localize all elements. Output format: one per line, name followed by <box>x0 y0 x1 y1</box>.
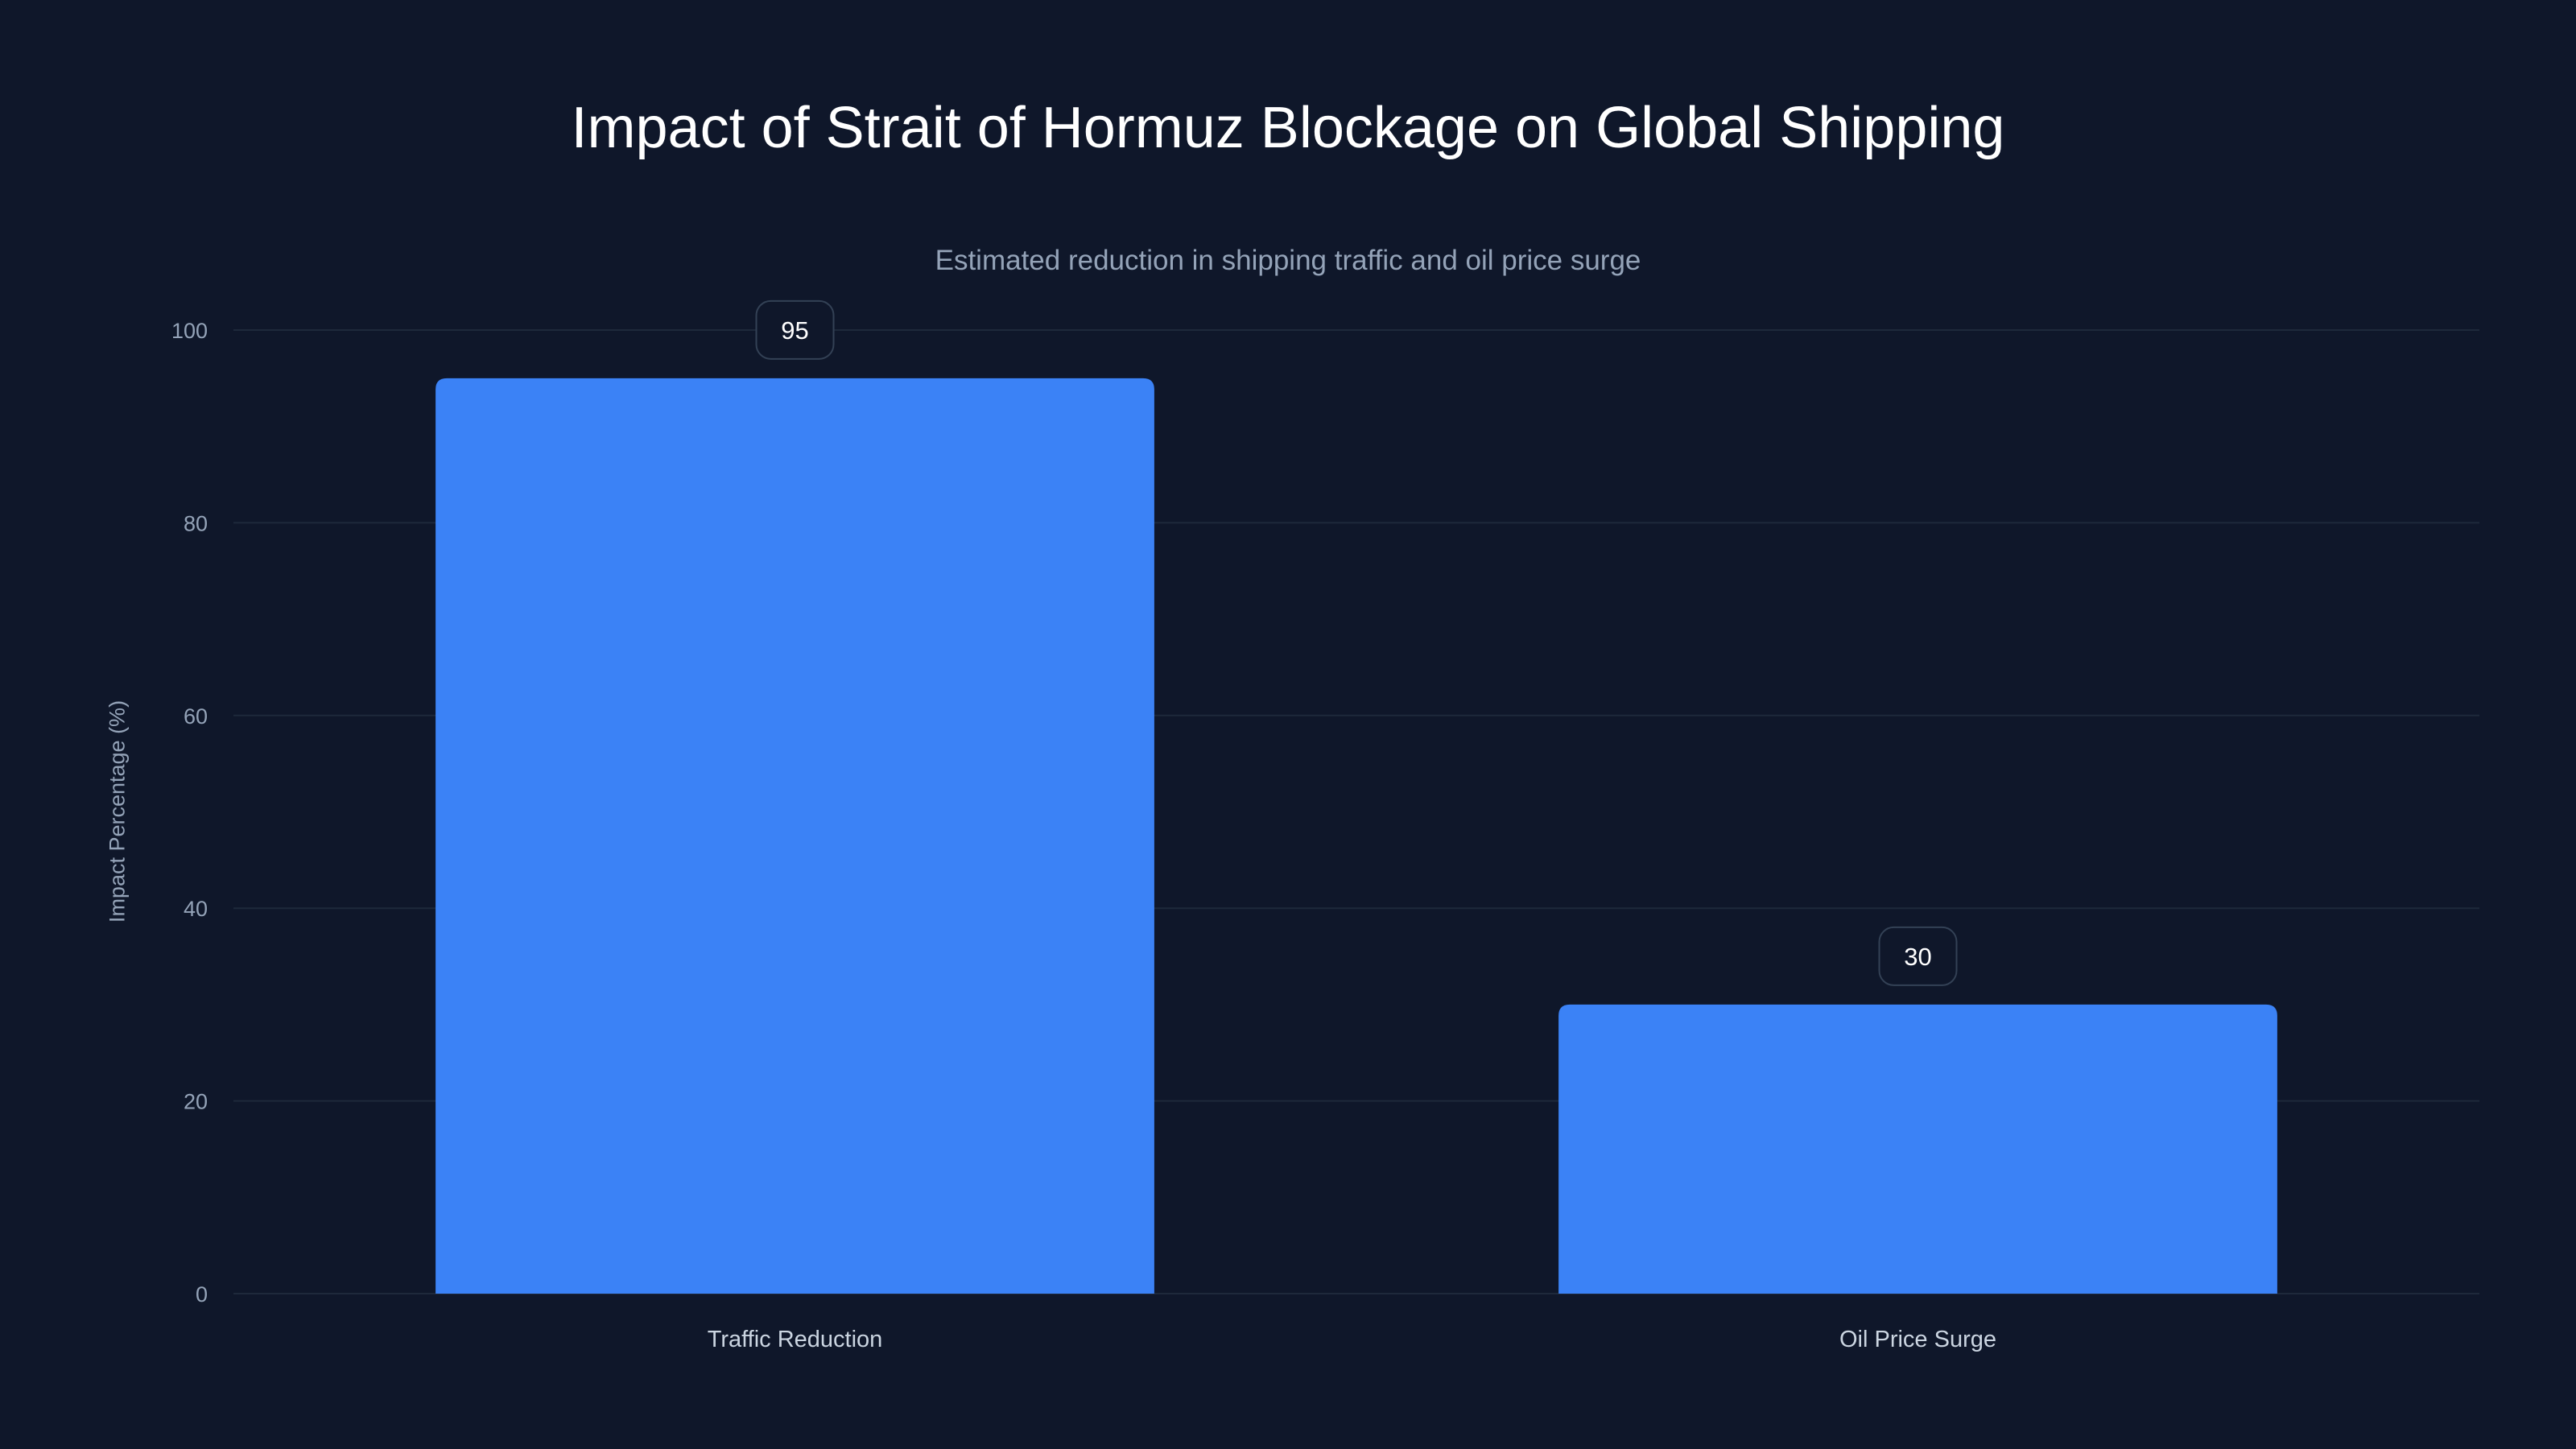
y-tick-label: 60 <box>184 704 208 729</box>
y-tick-label: 40 <box>184 897 208 921</box>
chart-title: Impact of Strait of Hormuz Blockage on G… <box>571 96 2005 160</box>
bar <box>436 378 1154 1294</box>
x-tick-label: Traffic Reduction <box>708 1327 883 1352</box>
data-label: 95 <box>781 316 808 345</box>
y-tick-label: 80 <box>184 511 208 535</box>
chart-subtitle: Estimated reduction in shipping traffic … <box>935 245 1641 276</box>
data-label: 30 <box>1904 943 1931 971</box>
y-tick-label: 100 <box>171 319 208 343</box>
data-label-box <box>755 299 835 360</box>
bar <box>1558 1004 2277 1294</box>
x-tick-label: Oil Price Surge <box>1839 1327 1996 1352</box>
data-label-box <box>1878 926 1958 986</box>
y-tick-label: 0 <box>196 1282 208 1307</box>
y-tick-label: 20 <box>184 1090 208 1114</box>
